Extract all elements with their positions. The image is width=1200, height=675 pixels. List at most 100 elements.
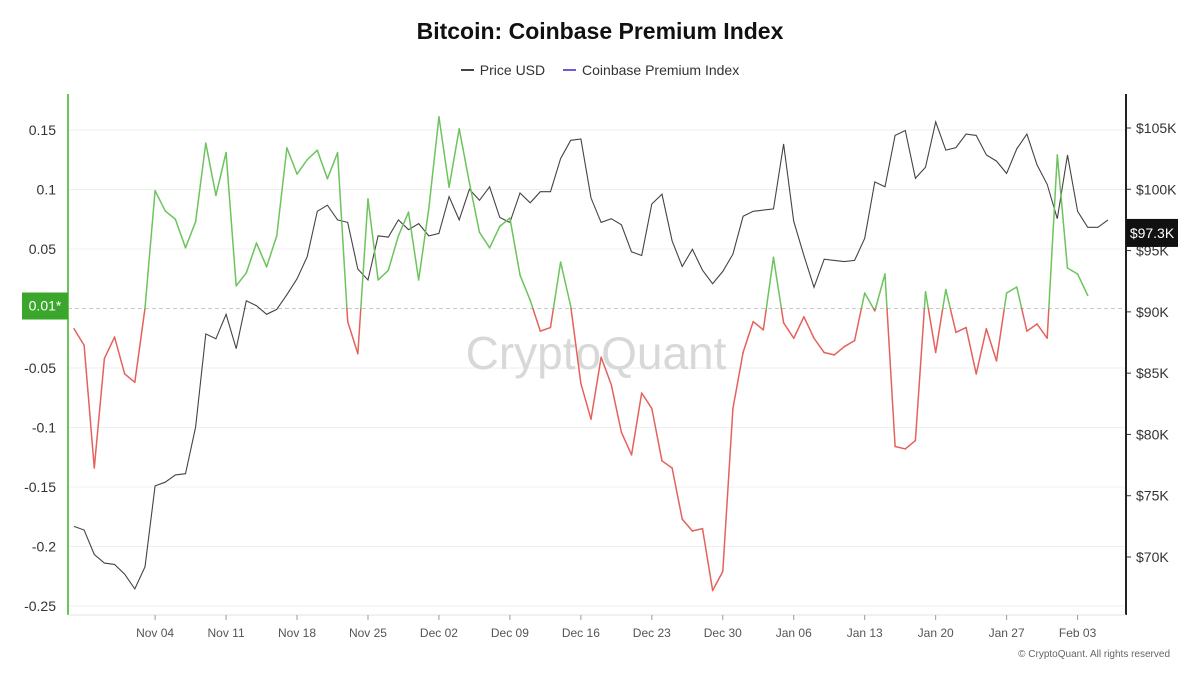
premium-segment (559, 261, 572, 307)
premium-segment (387, 235, 400, 272)
legend-item-price[interactable]: Price USD (460, 62, 546, 78)
left-tick-label: -0.1 (32, 420, 56, 436)
x-tick-label: Feb 03 (1059, 626, 1097, 640)
right-tick-label: $100K (1136, 181, 1177, 197)
premium-segment (144, 189, 156, 310)
premium-segment (1036, 323, 1048, 339)
x-tick-label: Dec 30 (704, 626, 742, 640)
premium-segment (93, 357, 106, 469)
premium-segment (225, 151, 237, 287)
premium-segment (985, 327, 998, 362)
premium-segment (1016, 286, 1023, 310)
premium-segment (792, 316, 805, 339)
x-tick-label: Nov 04 (136, 626, 174, 640)
current-price-value: $97.3K (1130, 225, 1175, 241)
premium-segment (894, 445, 907, 450)
premium-segment (701, 527, 714, 592)
premium-segment (803, 316, 815, 339)
premium-segment (357, 307, 362, 355)
premium-segment (711, 570, 724, 592)
premium-segment (154, 189, 166, 212)
x-tick-label: Jan 06 (776, 626, 812, 640)
premium-segment (123, 373, 136, 384)
premium-segment (316, 149, 329, 180)
premium-segment (275, 147, 288, 237)
premium-segment (765, 256, 775, 310)
right-tick-label: $75K (1136, 488, 1169, 504)
premium-segment (360, 198, 369, 310)
price-series (73, 119, 1109, 591)
premium-segment (326, 151, 339, 180)
premium-segment (886, 307, 896, 448)
premium-segment (194, 142, 207, 223)
premium-segment (843, 339, 856, 348)
premium-segment (519, 274, 531, 301)
premium-segment (448, 128, 460, 188)
premium-segment (772, 256, 783, 310)
left-tick-label: -0.05 (24, 360, 56, 376)
right-tick-label: $85K (1136, 365, 1169, 381)
premium-segment (417, 207, 430, 281)
right-tick-label: $80K (1136, 426, 1169, 442)
premium-segment (965, 326, 977, 375)
x-tick-label: Nov 11 (207, 626, 244, 640)
premium-segment (532, 307, 542, 332)
premium-segment (742, 320, 754, 354)
premium-segment (164, 210, 177, 220)
premium-segment (884, 273, 888, 310)
x-tick-label: Dec 16 (562, 626, 600, 640)
premium-segment (934, 307, 944, 354)
premium-segment (833, 345, 846, 356)
premium-segment (1020, 307, 1028, 332)
legend-item-premium[interactable]: Coinbase Premium Index (563, 62, 739, 78)
premium-segment (174, 218, 187, 249)
premium-segment (853, 307, 863, 342)
chart-title: Bitcoin: Coinbase Premium Index (416, 18, 784, 44)
x-axis-ticks: Nov 04 Nov 11 Nov 18 Nov 25 Dec 02 Dec 09 Dec … (136, 626, 1097, 640)
premium-segment (245, 242, 258, 274)
premium-segment (1026, 323, 1038, 332)
price-line (73, 119, 1109, 591)
premium-segment (235, 272, 248, 287)
legend-label-price: Price USD (479, 62, 546, 78)
premium-segment (813, 337, 825, 354)
premium-segment (1056, 154, 1069, 269)
premium-segment (103, 336, 116, 360)
premium-segment (397, 211, 410, 237)
premium-series (73, 116, 1089, 592)
premium-segment (600, 356, 613, 386)
premium-segment (265, 235, 278, 268)
premium-segment (306, 149, 319, 161)
premium-segment (570, 307, 582, 385)
premium-segment (539, 326, 552, 332)
premium-segment (1076, 273, 1089, 297)
x-tick-label: Dec 23 (633, 626, 671, 640)
x-tick-label: Dec 02 (420, 626, 458, 640)
premium-segment (428, 116, 440, 210)
premium-segment (1005, 286, 1018, 294)
left-tick-label: 0.15 (29, 122, 56, 138)
watermark: CryptoQuant (466, 327, 727, 379)
left-tick-label: -0.25 (24, 598, 56, 614)
x-tick-label: Jan 20 (918, 626, 954, 640)
legend-swatch-premium (563, 69, 577, 71)
premium-segment (468, 181, 481, 234)
premium-segment (346, 320, 359, 355)
premium-segment (286, 147, 298, 175)
x-tick-label: Dec 09 (491, 626, 529, 640)
premium-segment (722, 407, 734, 573)
premium-segment (377, 269, 390, 281)
premium-segment (671, 467, 683, 520)
x-tick-label: Jan 13 (847, 626, 883, 640)
premium-segment (661, 460, 673, 469)
right-axis-ticks: $105K$100K$95K$90K$85K$80K$75K$70K (1136, 120, 1177, 565)
premium-segment (949, 307, 957, 334)
axes (67, 94, 1131, 620)
premium-segment (1048, 154, 1059, 310)
left-tick-label: -0.2 (32, 539, 56, 555)
premium-segment (924, 291, 930, 310)
premium-segment (620, 431, 633, 456)
premium-segment (1003, 292, 1008, 310)
premium-segment (863, 292, 875, 310)
